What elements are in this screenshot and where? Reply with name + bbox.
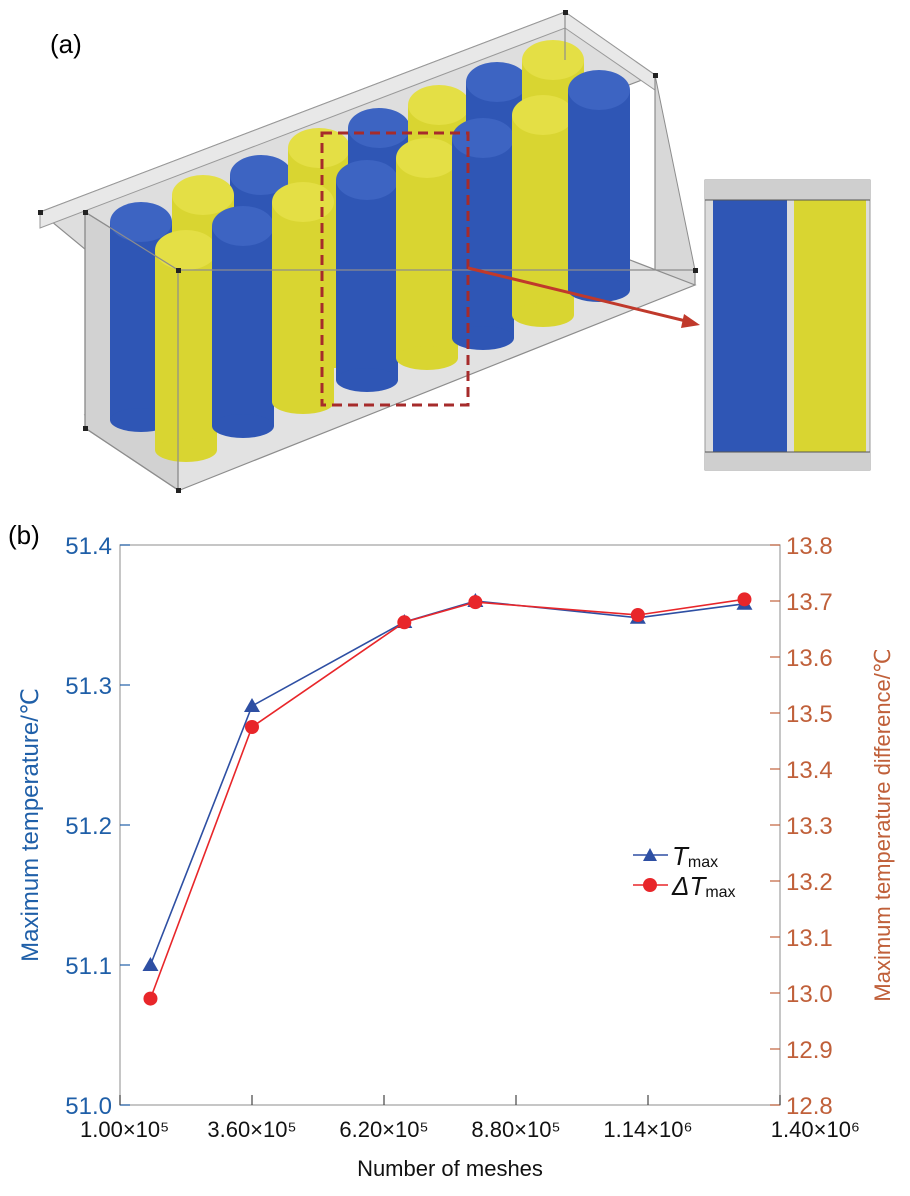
y-right-tick-label: 13.6 bbox=[786, 645, 833, 672]
y-right-axis: 12.8 12.9 13.0 13.1 13.2 13.3 13.4 13.5 13.6 13.7… bbox=[770, 533, 833, 1120]
cell-front-2-bottom bbox=[212, 414, 274, 438]
cell-front-8-top bbox=[568, 70, 630, 110]
cell-front-6-bottom bbox=[452, 326, 514, 350]
frame-corner-dots bbox=[38, 10, 698, 493]
y-right-tick-label: 13.0 bbox=[786, 981, 833, 1008]
y-right-tick-label: 13.1 bbox=[786, 925, 833, 952]
legend-label-tmax: Tmax bbox=[672, 841, 718, 871]
cell-back-5-top bbox=[466, 62, 528, 102]
data-point-dtmax bbox=[737, 592, 752, 607]
cell-mid-1-top bbox=[110, 202, 172, 242]
y-left-tick-label: 51.2 bbox=[65, 813, 112, 840]
x-tick-label: 1.00×10⁵ bbox=[80, 1117, 169, 1142]
y-right-axis-title: Maximum temperature difference/℃ bbox=[870, 648, 895, 1001]
y-right-tick-label: 12.8 bbox=[786, 1093, 833, 1120]
cell-front-1-top bbox=[155, 230, 217, 270]
cell-row-front bbox=[155, 70, 630, 462]
x-tick-label: 1.14×10⁶ bbox=[603, 1117, 692, 1142]
cell-front-3-top bbox=[272, 182, 334, 222]
cell-front-2 bbox=[212, 226, 274, 426]
y-right-tick-label: 12.9 bbox=[786, 1037, 833, 1064]
y-left-tick-label: 51.4 bbox=[65, 533, 112, 560]
zoom-inset-top-band bbox=[705, 180, 870, 200]
plot-frame bbox=[119, 544, 781, 1106]
y-left-axis: 51.0 51.1 51.2 51.3 51.4 bbox=[65, 533, 130, 1120]
cell-front-5-top bbox=[396, 138, 458, 178]
legend-label-dtmax: ΔTmax bbox=[671, 871, 736, 901]
zoom-cell-yellow bbox=[794, 200, 866, 452]
cell-front-4-bottom bbox=[336, 368, 398, 392]
cell-mid-2-top bbox=[172, 175, 234, 215]
legend-marker-triangle-icon bbox=[643, 848, 657, 861]
cell-front-4-top bbox=[336, 160, 398, 200]
legend-item-tmax: Tmax bbox=[633, 841, 718, 871]
zoom-arrow bbox=[467, 266, 700, 328]
data-point-dtmax bbox=[245, 720, 259, 734]
legend-marker-circle-icon bbox=[643, 878, 657, 892]
data-point-dtmax bbox=[397, 615, 412, 630]
y-right-tick-label: 13.4 bbox=[786, 757, 833, 784]
x-tick-label: 1.40×10⁶ bbox=[771, 1117, 860, 1142]
cell-front-8 bbox=[568, 90, 630, 290]
data-point-tmax bbox=[142, 957, 159, 971]
cell-front-5-bottom bbox=[396, 346, 458, 370]
cell-back-1-top bbox=[230, 155, 292, 195]
series-layer bbox=[142, 592, 753, 1006]
y-right-tick-label: 13.2 bbox=[786, 869, 833, 896]
data-point-dtmax bbox=[143, 991, 158, 1006]
panel-b-label: (b) bbox=[8, 520, 40, 550]
data-point-dtmax bbox=[468, 595, 483, 610]
x-tick-label: 3.60×10⁵ bbox=[207, 1117, 296, 1142]
data-point-tmax bbox=[244, 698, 260, 712]
legend-item-dtmax: ΔTmax bbox=[633, 871, 736, 901]
legend: Tmax ΔTmax bbox=[633, 841, 736, 901]
y-left-axis-title: Maximum temperature/℃ bbox=[17, 688, 44, 962]
y-right-tick-label: 13.8 bbox=[786, 533, 833, 560]
data-point-dtmax bbox=[630, 608, 645, 622]
y-right-tick-label: 13.5 bbox=[786, 701, 833, 728]
x-tick-label: 8.80×10⁵ bbox=[471, 1117, 560, 1142]
cell-front-4 bbox=[336, 180, 398, 380]
cell-front-1 bbox=[155, 250, 217, 450]
y-right-tick-label: 13.7 bbox=[786, 589, 833, 616]
cell-front-2-top bbox=[212, 206, 274, 246]
cell-back-4-top bbox=[408, 85, 470, 125]
cell-front-7-top bbox=[512, 95, 574, 135]
cell-front-6 bbox=[452, 138, 514, 338]
zoom-cell-blue bbox=[713, 200, 787, 452]
y-left-tick-label: 51.3 bbox=[65, 673, 112, 700]
panel-a: (a) bbox=[38, 10, 871, 493]
y-right-tick-label: 13.3 bbox=[786, 813, 833, 840]
cell-back-2-top bbox=[288, 128, 350, 168]
panel-b: (b) 51.0 51.1 51.2 51.3 51.4 12.8 12.9 13.0 13.… bbox=[8, 520, 895, 1181]
x-axis: 1.00×10⁵ 3.60×10⁵ 6.20×10⁵ 8.80×10⁵ 1.14×10⁶… bbox=[80, 1095, 860, 1142]
cell-front-7-bottom bbox=[512, 303, 574, 327]
cell-back-6-top bbox=[522, 40, 584, 80]
cell-front-1-bottom bbox=[155, 438, 217, 462]
cell-back-3-top bbox=[348, 108, 410, 148]
x-axis-title: Number of meshes bbox=[357, 1156, 543, 1181]
y-left-tick-label: 51.0 bbox=[65, 1093, 112, 1120]
cell-front-3-bottom bbox=[272, 390, 334, 414]
cell-front-6-top bbox=[452, 118, 514, 158]
panel-a-label: (a) bbox=[50, 29, 82, 59]
series-line-dtmax bbox=[149, 598, 745, 999]
y-left-tick-label: 51.1 bbox=[65, 953, 112, 980]
module-frame-right bbox=[654, 74, 696, 286]
cell-front-3 bbox=[272, 202, 334, 402]
cell-front-5 bbox=[396, 158, 458, 358]
x-tick-label: 6.20×10⁵ bbox=[339, 1117, 428, 1142]
zoom-inset bbox=[704, 179, 871, 471]
zoom-inset-bottom-band bbox=[705, 452, 870, 470]
